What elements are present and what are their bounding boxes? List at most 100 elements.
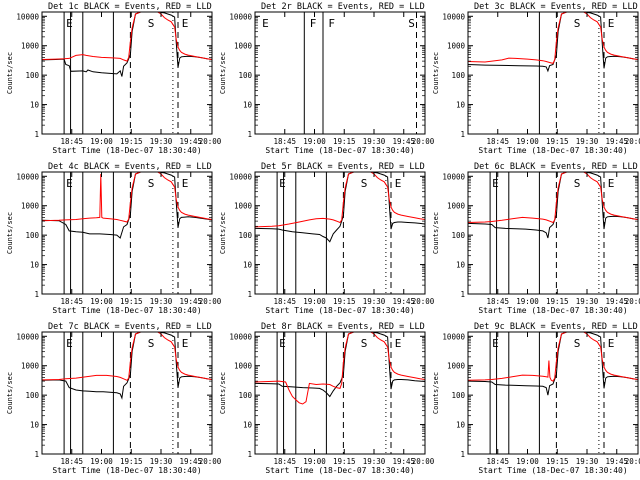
x-tick-label: 18:45 xyxy=(486,457,509,466)
interval-marker-label: S xyxy=(574,177,581,190)
x-tick-label: 19:00 xyxy=(303,137,326,146)
events-series-line xyxy=(42,12,212,77)
y-tick-label: 10 xyxy=(30,421,40,430)
interval-marker-label: E xyxy=(608,177,615,190)
y-tick-label: 10 xyxy=(456,261,466,270)
interval-marker-label: E xyxy=(262,17,269,30)
y-tick-label: 100 xyxy=(25,391,39,400)
x-tick-label: 18:45 xyxy=(60,297,83,306)
x-tick-label: 19:45 xyxy=(392,137,415,146)
y-tick-label: 100 xyxy=(451,391,465,400)
y-tick-label: 1 xyxy=(460,130,465,139)
interval-marker-label: E xyxy=(66,17,73,30)
x-tick-label: 19:45 xyxy=(605,297,628,306)
panel-title: Det 7c BLACK = Events, RED = LLD xyxy=(48,322,212,332)
y-axis-label: Counts/sec xyxy=(219,52,227,94)
y-axis-label: Counts/sec xyxy=(219,372,227,414)
x-tick-label: 20:00 xyxy=(412,297,435,306)
x-tick-label: 19:15 xyxy=(120,457,143,466)
detector-panel: Det 4c BLACK = Events, RED = LLD E S E 1 10 10… xyxy=(6,162,222,315)
x-axis-label: Start Time (18-Dec-07 18:30:40) xyxy=(478,466,627,475)
x-tick-label: 19:15 xyxy=(120,137,143,146)
interval-marker-label: E xyxy=(279,337,286,350)
panel-title: Det 9c BLACK = Events, RED = LLD xyxy=(474,322,638,332)
x-tick-label: 19:30 xyxy=(150,297,173,306)
y-axis-label: Counts/sec xyxy=(6,52,14,94)
interval-marker-label: F xyxy=(328,17,335,30)
x-tick-label: 20:00 xyxy=(199,297,222,306)
plot-frame xyxy=(254,331,426,455)
x-tick-label: 19:15 xyxy=(333,297,356,306)
x-tick-label: 18:45 xyxy=(486,137,509,146)
interval-marker-label: E xyxy=(395,177,402,190)
panel-title: Det 6c BLACK = Events, RED = LLD xyxy=(474,162,638,172)
plot-frame xyxy=(467,331,639,455)
y-tick-label: 10000 xyxy=(229,332,252,341)
detector-panel: Det 9c BLACK = Events, RED = LLD E S E 1 10 10… xyxy=(432,322,640,475)
x-tick-label: 19:15 xyxy=(546,137,569,146)
x-tick-label: 18:45 xyxy=(60,457,83,466)
y-axis-label: Counts/sec xyxy=(432,372,440,414)
y-tick-label: 1000 xyxy=(234,362,253,371)
y-tick-label: 10 xyxy=(243,261,253,270)
y-tick-label: 1 xyxy=(34,450,39,459)
x-axis-label: Start Time (18-Dec-07 18:30:40) xyxy=(478,306,627,315)
y-axis-label: Counts/sec xyxy=(6,212,14,254)
x-tick-label: 20:00 xyxy=(412,457,435,466)
plot-frame xyxy=(41,171,213,295)
interval-marker-label: E xyxy=(182,177,189,190)
y-axis-label: Counts/sec xyxy=(6,372,14,414)
y-tick-label: 100 xyxy=(238,231,252,240)
x-tick-label: 18:45 xyxy=(273,297,296,306)
interval-marker-label: S xyxy=(361,337,368,350)
detector-panel: Det 5r BLACK = Events, RED = LLD E S E 1 10 10… xyxy=(219,162,435,315)
y-tick-label: 10 xyxy=(30,261,40,270)
plot-frame xyxy=(467,11,639,135)
x-tick-label: 19:00 xyxy=(516,457,539,466)
x-tick-label: 19:30 xyxy=(150,457,173,466)
interval-marker-label: E xyxy=(182,17,189,30)
interval-marker-label: E xyxy=(492,337,499,350)
x-tick-label: 20:00 xyxy=(625,457,640,466)
x-tick-label: 18:45 xyxy=(60,137,83,146)
x-tick-label: 19:45 xyxy=(392,297,415,306)
y-tick-label: 100 xyxy=(238,391,252,400)
x-tick-label: 19:15 xyxy=(333,457,356,466)
x-axis-label: Start Time (18-Dec-07 18:30:40) xyxy=(265,146,414,155)
y-tick-label: 10000 xyxy=(442,12,465,21)
y-tick-label: 10000 xyxy=(16,12,39,21)
x-axis-label: Start Time (18-Dec-07 18:30:40) xyxy=(478,146,627,155)
y-tick-label: 10 xyxy=(456,101,466,110)
y-tick-label: 1 xyxy=(247,130,252,139)
x-tick-label: 19:45 xyxy=(605,457,628,466)
x-tick-label: 19:30 xyxy=(150,137,173,146)
plot-frame xyxy=(467,171,639,295)
interval-marker-label: S xyxy=(574,337,581,350)
y-tick-label: 10000 xyxy=(16,172,39,181)
x-tick-label: 20:00 xyxy=(412,137,435,146)
interval-marker-label: S xyxy=(148,337,155,350)
plot-frame xyxy=(254,11,426,135)
x-tick-label: 19:00 xyxy=(303,457,326,466)
y-tick-label: 1000 xyxy=(234,42,253,51)
y-tick-label: 10000 xyxy=(229,12,252,21)
x-tick-label: 19:00 xyxy=(90,137,113,146)
y-axis-label: Counts/sec xyxy=(219,212,227,254)
x-tick-label: 19:15 xyxy=(333,137,356,146)
x-tick-label: 19:30 xyxy=(576,457,599,466)
x-tick-label: 19:00 xyxy=(90,297,113,306)
panel-title: Det 3c BLACK = Events, RED = LLD xyxy=(474,2,638,12)
y-tick-label: 10000 xyxy=(442,332,465,341)
y-tick-label: 1 xyxy=(34,130,39,139)
detector-panel: Det 6c BLACK = Events, RED = LLD E S E 1 10 10… xyxy=(432,162,640,315)
y-tick-label: 1 xyxy=(34,290,39,299)
interval-marker-label: E xyxy=(395,337,402,350)
x-tick-label: 19:30 xyxy=(363,137,386,146)
x-tick-label: 18:45 xyxy=(273,457,296,466)
x-tick-label: 19:45 xyxy=(605,137,628,146)
interval-marker-label: E xyxy=(492,177,499,190)
x-tick-label: 19:00 xyxy=(90,457,113,466)
interval-marker-label: E xyxy=(279,177,286,190)
lld-series-line xyxy=(42,332,212,381)
x-tick-label: 19:15 xyxy=(546,457,569,466)
